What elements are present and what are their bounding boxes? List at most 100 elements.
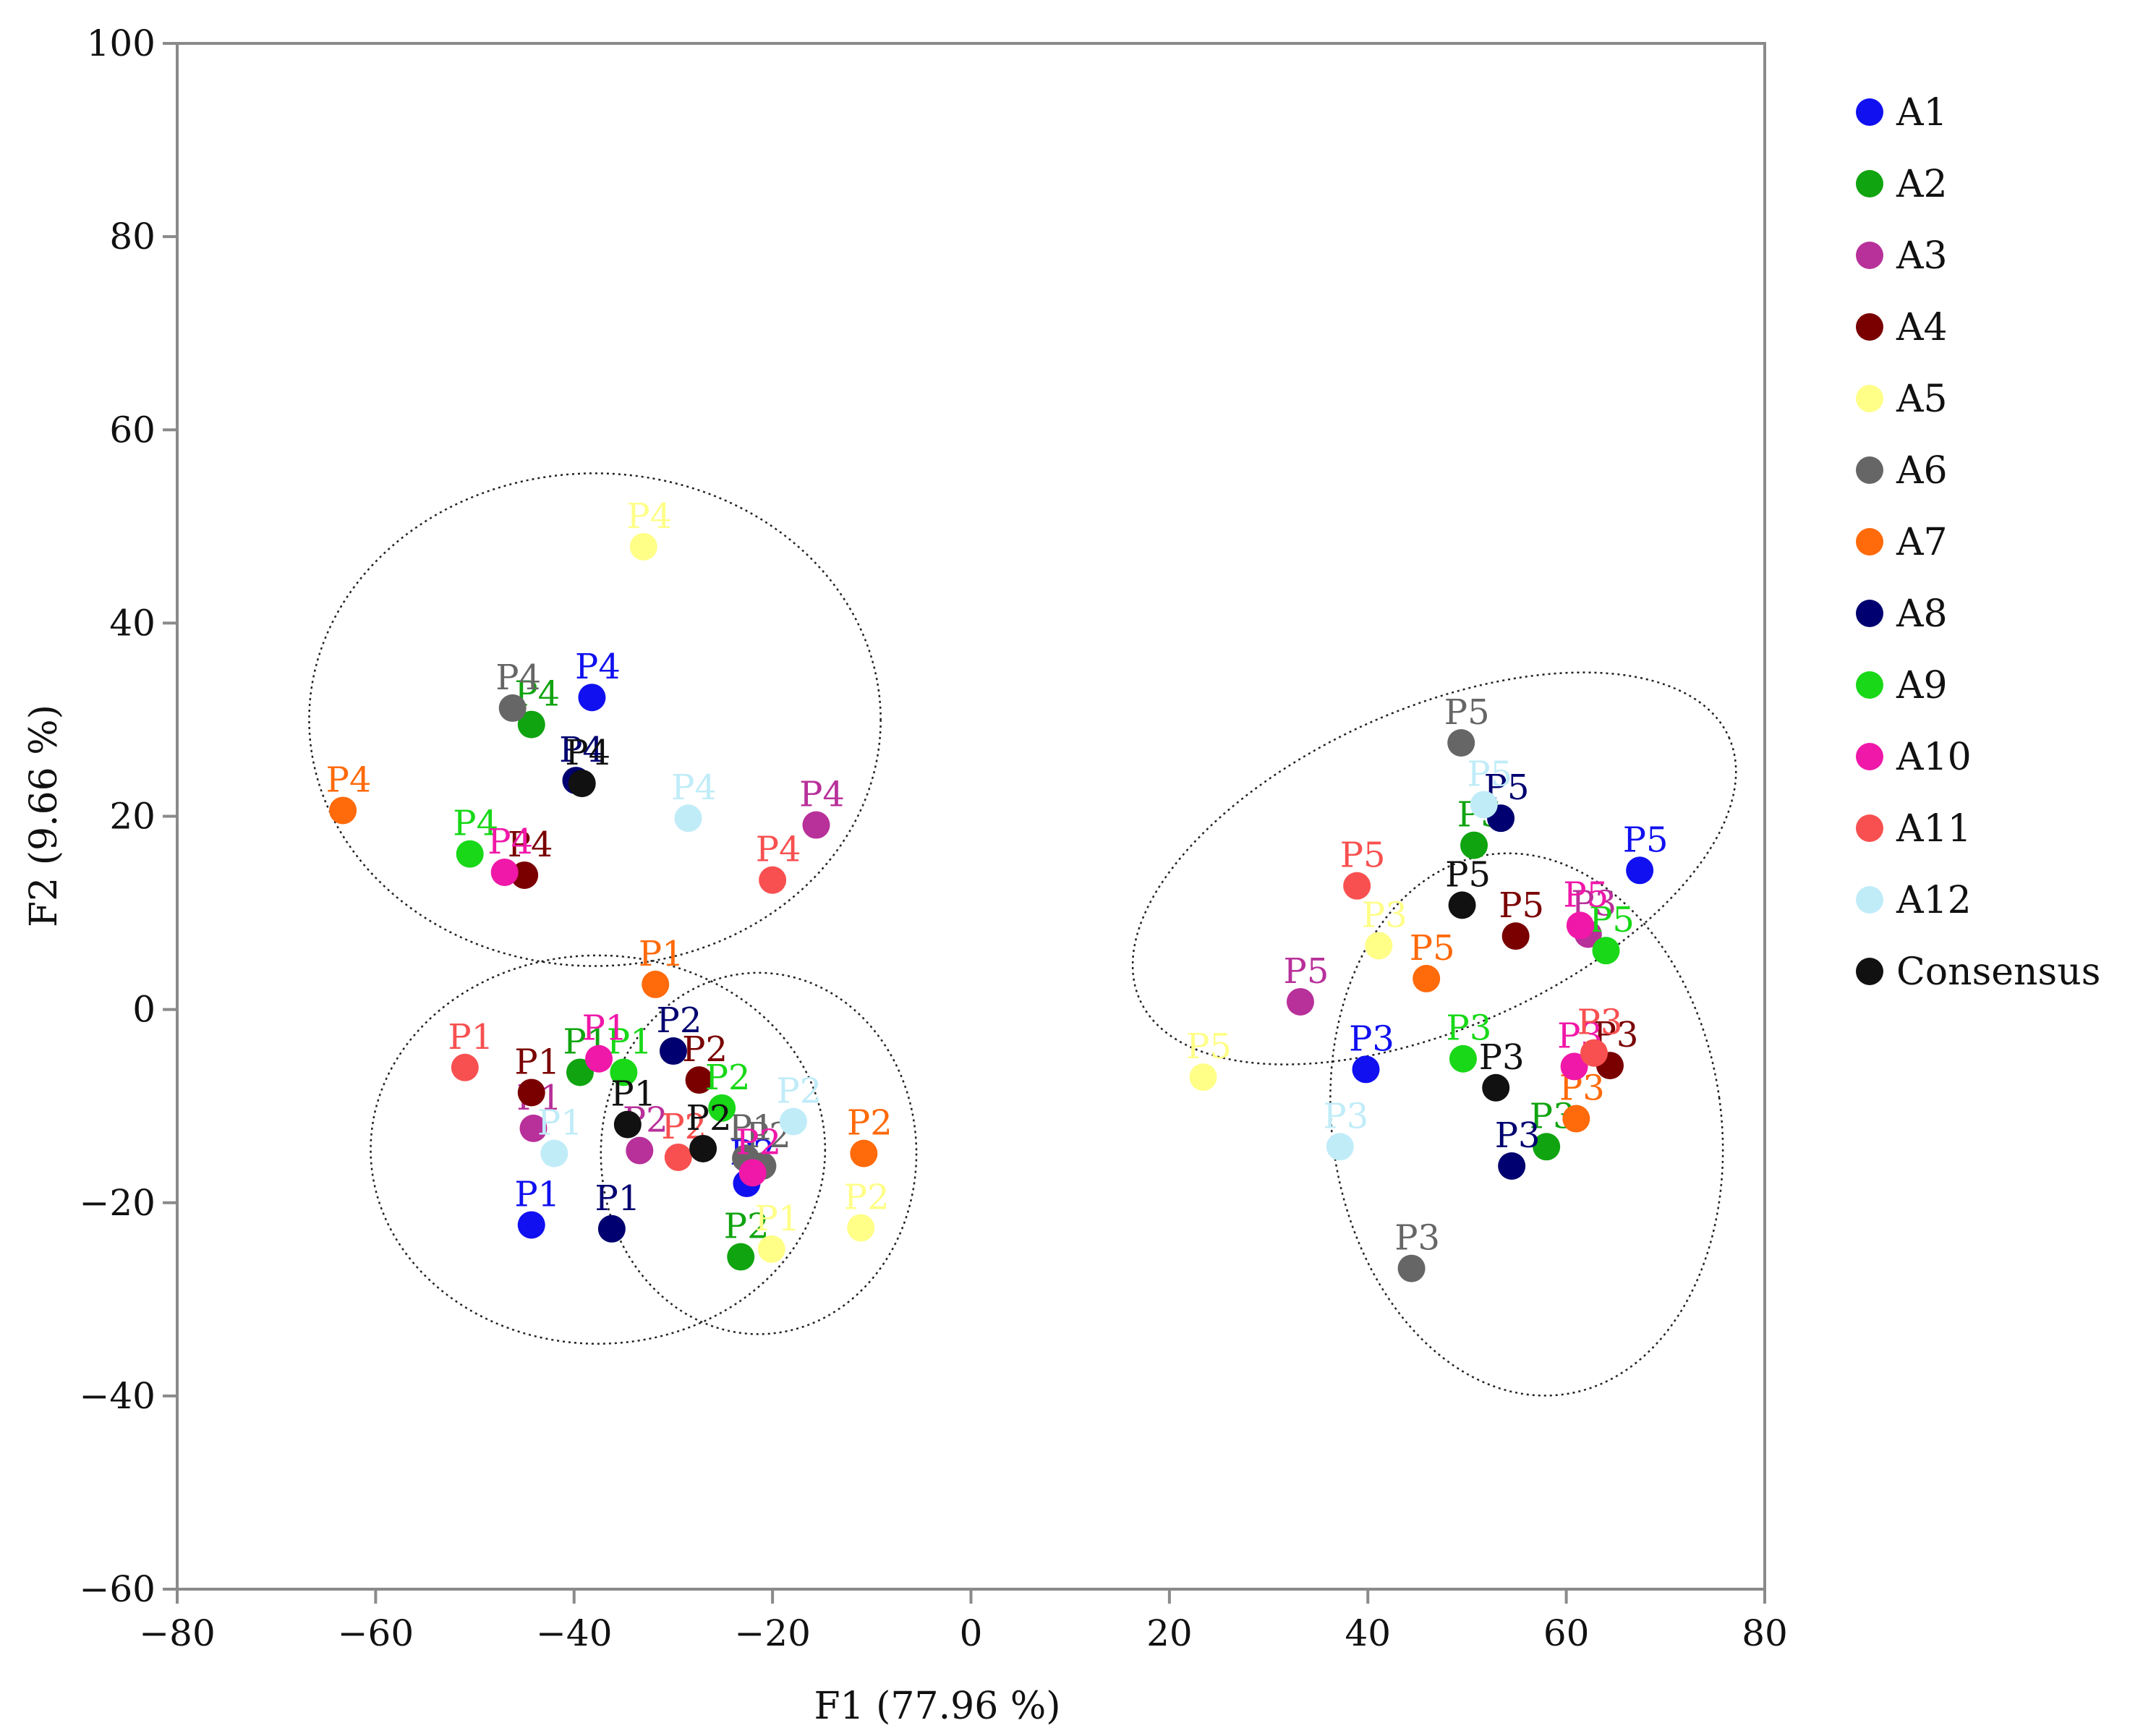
- legend-label: A7: [1896, 521, 1948, 564]
- point-label: P3: [1349, 1018, 1394, 1059]
- legend-label: A4: [1896, 306, 1948, 349]
- point-consensus-p1: [613, 1110, 642, 1139]
- point-a7-p1: [642, 970, 670, 998]
- point-a5-p5: [1189, 1063, 1217, 1092]
- point-label: P1: [639, 934, 684, 974]
- legend-marker-a4: [1856, 313, 1883, 341]
- point-a8-p1: [597, 1214, 626, 1243]
- point-label: P4: [799, 775, 845, 815]
- point-a12-p3: [1326, 1133, 1354, 1161]
- point-a1-p1: [517, 1211, 545, 1239]
- point-label: P5: [1623, 820, 1669, 860]
- point-a11-p4: [759, 866, 787, 894]
- point-a12-p4: [674, 804, 702, 833]
- axes: −80 −60 −40 −20 0 20 40 60 80−60−40−200204060801…: [79, 22, 1787, 1654]
- point-a2-p4: [517, 710, 545, 739]
- point-a11-p5: [1343, 872, 1371, 900]
- y-tick-label: −20: [79, 1182, 155, 1224]
- point-label: P3: [1362, 895, 1407, 935]
- legend-label: A11: [1896, 807, 1972, 851]
- y-tick-label: 40: [109, 602, 155, 644]
- ellipse-p4: [308, 472, 882, 967]
- point-a11-p3: [1580, 1039, 1609, 1067]
- y-tick-label: −40: [79, 1375, 155, 1417]
- point-label: P4: [575, 647, 621, 687]
- point-label: P1: [595, 1178, 640, 1219]
- y-tick-label: 60: [109, 409, 155, 451]
- legend-label: A6: [1896, 449, 1948, 493]
- legend-marker-a5: [1856, 385, 1883, 412]
- point-label: P1: [607, 1021, 652, 1062]
- y-tick-label: 80: [109, 216, 155, 258]
- point-label: P5: [1589, 900, 1635, 940]
- data-points: P1P2P3P4P5P1P2P3P4P5P1P2P3P4P5P1P2P3P4P5…: [326, 496, 1669, 1282]
- legend-marker-a8: [1856, 600, 1883, 627]
- point-a7-p5: [1413, 964, 1441, 992]
- point-a12-p1: [540, 1139, 568, 1167]
- point-a9-p2: [708, 1094, 736, 1122]
- point-a10-p1: [585, 1044, 613, 1073]
- point-a1-p5: [1626, 856, 1654, 885]
- point-a7-p4: [329, 796, 357, 825]
- point-consensus-p3: [1482, 1073, 1510, 1102]
- point-label: P4: [495, 658, 541, 698]
- point-label: P1: [582, 1008, 628, 1049]
- point-label: P1: [537, 1103, 583, 1144]
- legend-marker-a11: [1856, 814, 1883, 842]
- point-a11-p2: [664, 1143, 692, 1171]
- point-a4-p5: [1501, 922, 1530, 950]
- point-a5-p3: [1365, 932, 1393, 960]
- legend-marker-a7: [1856, 528, 1883, 556]
- point-label: P4: [559, 730, 605, 770]
- cluster-ellipses: [308, 472, 1737, 1397]
- legend-label: A10: [1896, 736, 1972, 779]
- point-a5-p2: [847, 1214, 875, 1242]
- point-a2-p2: [727, 1243, 755, 1271]
- point-a6-p3: [1397, 1254, 1426, 1282]
- point-label: P5: [1444, 692, 1490, 733]
- point-label: P2: [657, 1000, 702, 1041]
- point-a3-p5: [1286, 987, 1314, 1016]
- ellipse-p2: [600, 971, 918, 1335]
- point-a2-p3: [1533, 1133, 1561, 1161]
- point-label: P3: [1495, 1115, 1541, 1156]
- point-label: P2: [682, 1029, 728, 1070]
- y-tick-label: 0: [132, 989, 155, 1031]
- legend-marker-a1: [1856, 98, 1883, 126]
- legend-marker-a9: [1856, 671, 1883, 699]
- point-a6-p4: [498, 694, 527, 722]
- legend-marker-a10: [1856, 743, 1883, 770]
- point-a3-p2: [626, 1136, 654, 1165]
- point-a1-p4: [578, 684, 606, 712]
- point-a4-p1: [517, 1078, 545, 1107]
- y-axis-title: F2 (9.66 %): [22, 705, 66, 927]
- x-tick-label: −20: [734, 1612, 811, 1654]
- legend-label: A1: [1896, 91, 1948, 135]
- legend-marker-a2: [1856, 170, 1883, 197]
- point-a10-p2: [738, 1159, 767, 1187]
- point-label: P4: [326, 760, 372, 800]
- point-label: P5: [1563, 875, 1609, 915]
- point-a12-p2: [779, 1107, 807, 1136]
- point-a10-p5: [1566, 911, 1594, 940]
- point-a6-p5: [1447, 728, 1475, 757]
- point-a8-p2: [659, 1037, 687, 1065]
- point-label: P4: [508, 825, 553, 865]
- point-a9-p5: [1592, 937, 1620, 965]
- point-a9-p4: [456, 840, 484, 868]
- point-a9-p1: [610, 1058, 638, 1086]
- point-a7-p3: [1562, 1105, 1590, 1133]
- point-label: P4: [565, 733, 610, 773]
- ellipse-p1: [370, 954, 827, 1345]
- x-tick-label: −40: [536, 1612, 613, 1654]
- x-tick-label: 0: [960, 1612, 983, 1654]
- point-a7-p2: [850, 1139, 878, 1167]
- legend-label: A9: [1896, 664, 1948, 707]
